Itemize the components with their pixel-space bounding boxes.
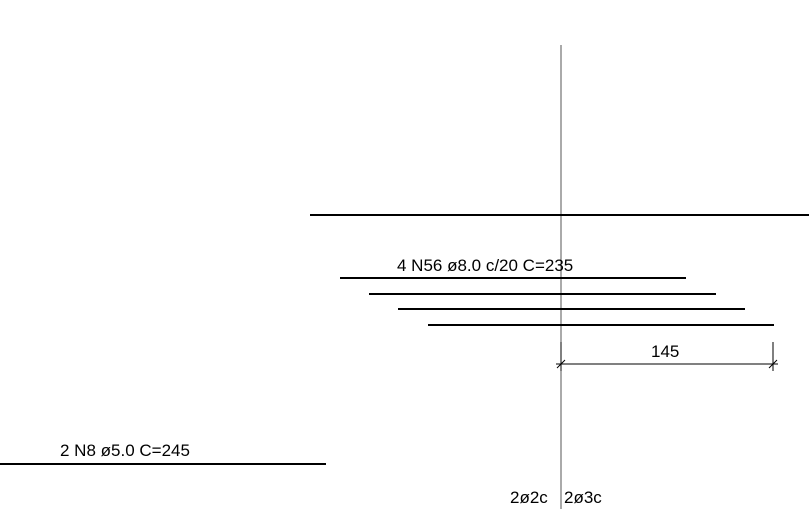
dimension-145: 145 [556, 342, 778, 371]
dimension-tick-left [556, 359, 566, 369]
axis-label-left: 2ø2c [510, 488, 548, 507]
rebar-top-label: 4 N56 ø8.0 c/20 C=235 [397, 256, 573, 275]
dimension-tick-right [768, 359, 778, 369]
rebar-bottom-label: 2 N8 ø5.0 C=245 [60, 441, 190, 460]
dimension-value: 145 [651, 342, 679, 361]
axis-label-right: 2ø3c [564, 488, 602, 507]
